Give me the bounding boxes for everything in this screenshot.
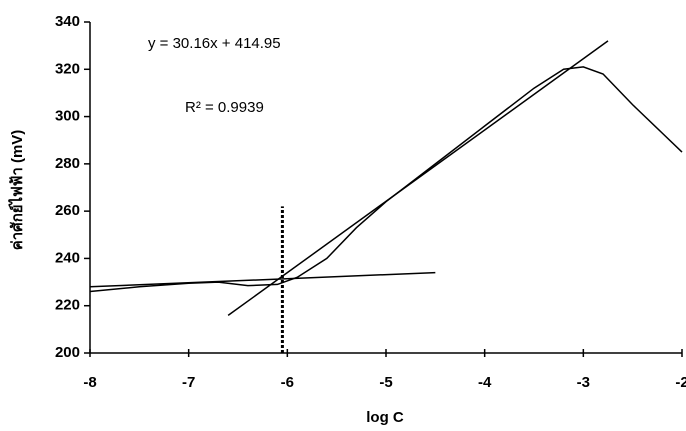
annotation: y = 30.16x + 414.95 [148,35,281,52]
x-tick-label: -8 [83,374,96,391]
y-tick-label: 340 [55,13,80,30]
y-tick-label: 280 [55,155,80,172]
data-line [89,66,683,293]
y-tick-label: 200 [55,344,80,361]
y-tick-label: 260 [55,202,80,219]
y-axis-label: ค่าศักย์ไฟฟ้า (mV) [7,130,26,251]
x-tick-label: -3 [577,374,590,391]
data-line [227,40,609,317]
x-tick-label: -5 [379,374,392,391]
x-tick-label: -2 [675,374,686,391]
annotation: R² = 0.9939 [185,99,264,116]
y-tick-label: 320 [55,60,80,77]
x-axis-label: log C [366,409,404,426]
x-tick-label: -6 [281,374,294,391]
x-tick-label: -7 [182,374,195,391]
data-line [89,271,436,288]
y-tick-label: 300 [55,108,80,125]
y-tick-label: 220 [55,297,80,314]
x-tick-label: -4 [478,374,492,391]
y-tick-label: 240 [55,249,80,266]
